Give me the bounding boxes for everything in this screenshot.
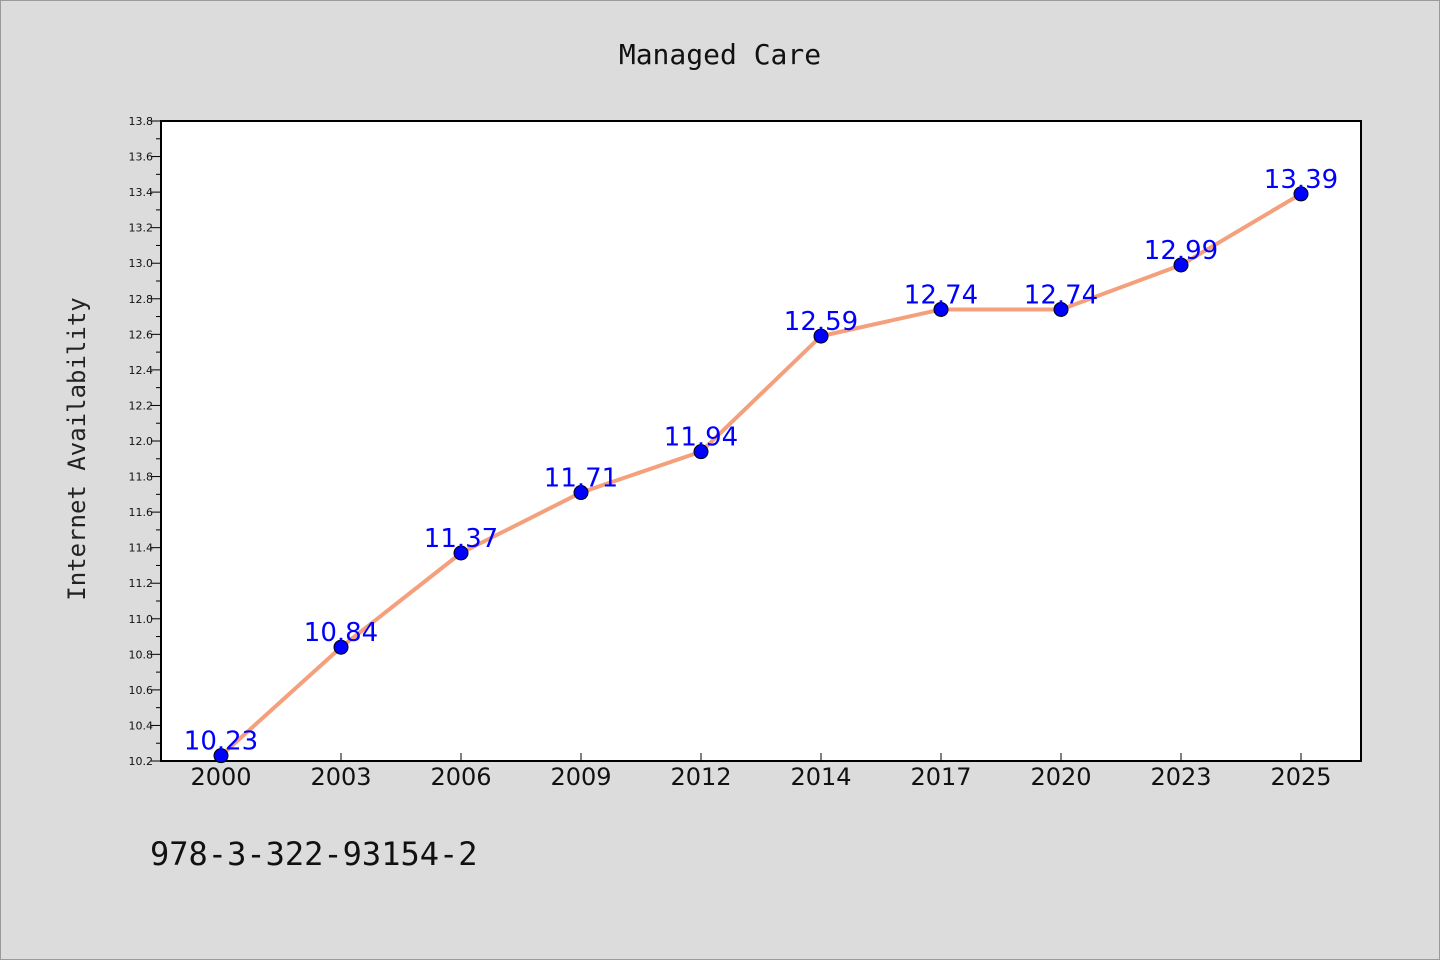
x-axis: 2000 2003 2006 2009 2012 2014 2017 2020 2023 2025 xyxy=(190,753,1332,791)
x-tick-label: 2025 xyxy=(1270,763,1331,791)
data-point xyxy=(1053,301,1069,317)
x-tick-label: 2012 xyxy=(670,763,731,791)
y-tick-label: 13.4 xyxy=(129,186,154,199)
plot-area xyxy=(160,120,1362,762)
data-point xyxy=(1173,257,1189,273)
data-label: 12.59 xyxy=(784,307,858,337)
y-tick-label: 10.6 xyxy=(129,684,154,697)
y-tick-label: 11.6 xyxy=(129,506,154,519)
x-tick-label: 2000 xyxy=(190,763,251,791)
x-tick-label: 2023 xyxy=(1150,763,1211,791)
x-tick-label: 2006 xyxy=(430,763,491,791)
y-tick-label: 13.6 xyxy=(129,151,154,164)
data-label: 10.84 xyxy=(304,618,378,648)
data-point xyxy=(213,748,229,764)
data-point xyxy=(573,485,589,501)
y-tick-label: 12.6 xyxy=(129,328,154,341)
y-tick-label: 13.0 xyxy=(129,257,154,270)
x-tick-label: 2014 xyxy=(790,763,851,791)
y-tick-label: 10.2 xyxy=(129,755,154,768)
data-point xyxy=(813,328,829,344)
data-label: 12.74 xyxy=(1024,280,1098,310)
x-tick-label: 2003 xyxy=(310,763,371,791)
y-tick-label: 12.0 xyxy=(129,435,154,448)
y-axis-label: Internet Availability xyxy=(63,297,91,600)
x-tick-label: 2017 xyxy=(910,763,971,791)
y-tick-label: 12.4 xyxy=(129,364,154,377)
y-tick-label: 13.2 xyxy=(129,222,154,235)
y-tick-label: 10.4 xyxy=(129,719,154,732)
y-tick-label: 12.2 xyxy=(129,399,154,412)
data-label: 11.94 xyxy=(664,423,738,453)
y-tick-label: 12.8 xyxy=(129,293,154,306)
data-point xyxy=(693,444,709,460)
data-label: 13.39 xyxy=(1264,165,1338,195)
data-label: 11.71 xyxy=(544,464,618,494)
y-tick-label: 11.4 xyxy=(129,542,154,555)
data-labels: 10.23 10.84 11.37 11.71 11.94 12.59 12.74 12.74… xyxy=(184,165,1338,757)
y-tick-label: 10.8 xyxy=(129,648,154,661)
y-tick-label: 11.2 xyxy=(129,577,154,590)
y-axis: 10.2 10.4 10.6 10.8 11.0 11.2 11.4 11.6 11.8 12.0… xyxy=(129,115,161,768)
isbn-annotation: 978-3-322-93154-2 xyxy=(150,835,478,873)
x-tick-label: 2020 xyxy=(1030,763,1091,791)
x-tick-label: 2009 xyxy=(550,763,611,791)
data-point xyxy=(453,545,469,561)
y-tick-label: 13.8 xyxy=(129,115,154,128)
data-point xyxy=(1293,186,1309,202)
chart-title: Managed Care xyxy=(619,38,821,71)
series-line xyxy=(219,191,1303,758)
data-point xyxy=(933,301,949,317)
y-tick-label: 11.0 xyxy=(129,613,154,626)
data-label: 11.37 xyxy=(424,524,498,554)
data-label: 12.99 xyxy=(1144,236,1218,266)
data-point xyxy=(333,639,349,655)
data-label: 12.74 xyxy=(904,280,978,310)
series-layer xyxy=(213,186,1309,764)
data-label: 10.23 xyxy=(184,727,258,757)
y-tick-label: 11.8 xyxy=(129,471,154,484)
